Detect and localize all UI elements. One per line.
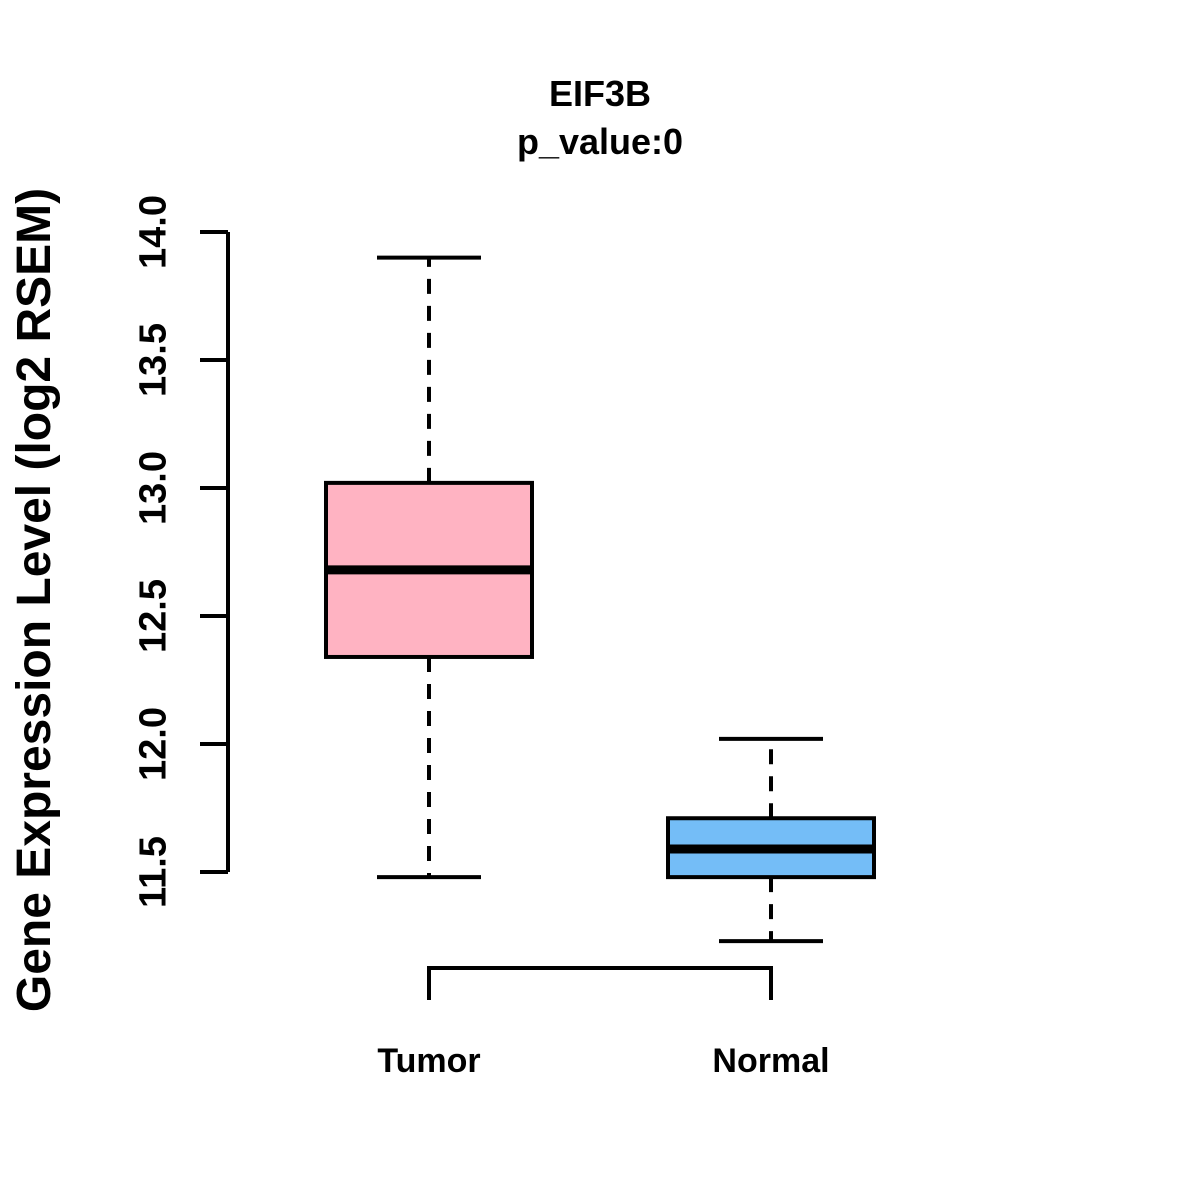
- y-tick-label: 12.5: [132, 579, 174, 653]
- y-axis: 11.5 12.0 12.5 13.0 13.5 14.0: [132, 195, 230, 908]
- x-axis-bracket: [427, 966, 773, 1000]
- x-axis: Tumor Normal: [377, 966, 830, 1080]
- category-label-tumor: Tumor: [377, 1042, 480, 1080]
- y-tick-label: 14.0: [132, 195, 174, 269]
- y-tick-label: 13.0: [132, 451, 174, 525]
- boxplot-tumor: [324, 255, 534, 880]
- category-label-normal: Normal: [712, 1042, 829, 1080]
- y-tick-label: 11.5: [132, 836, 174, 908]
- y-tick-label: 12.0: [132, 707, 174, 781]
- boxplot-normal: [666, 736, 876, 944]
- plot-area: [324, 255, 876, 944]
- y-tick-label: 13.5: [132, 323, 174, 397]
- y-axis-title: Gene Expression Level (log2 RSEM): [8, 188, 61, 1012]
- chart-subtitle: p_value:0: [517, 121, 683, 162]
- chart-title: EIF3B: [549, 73, 651, 114]
